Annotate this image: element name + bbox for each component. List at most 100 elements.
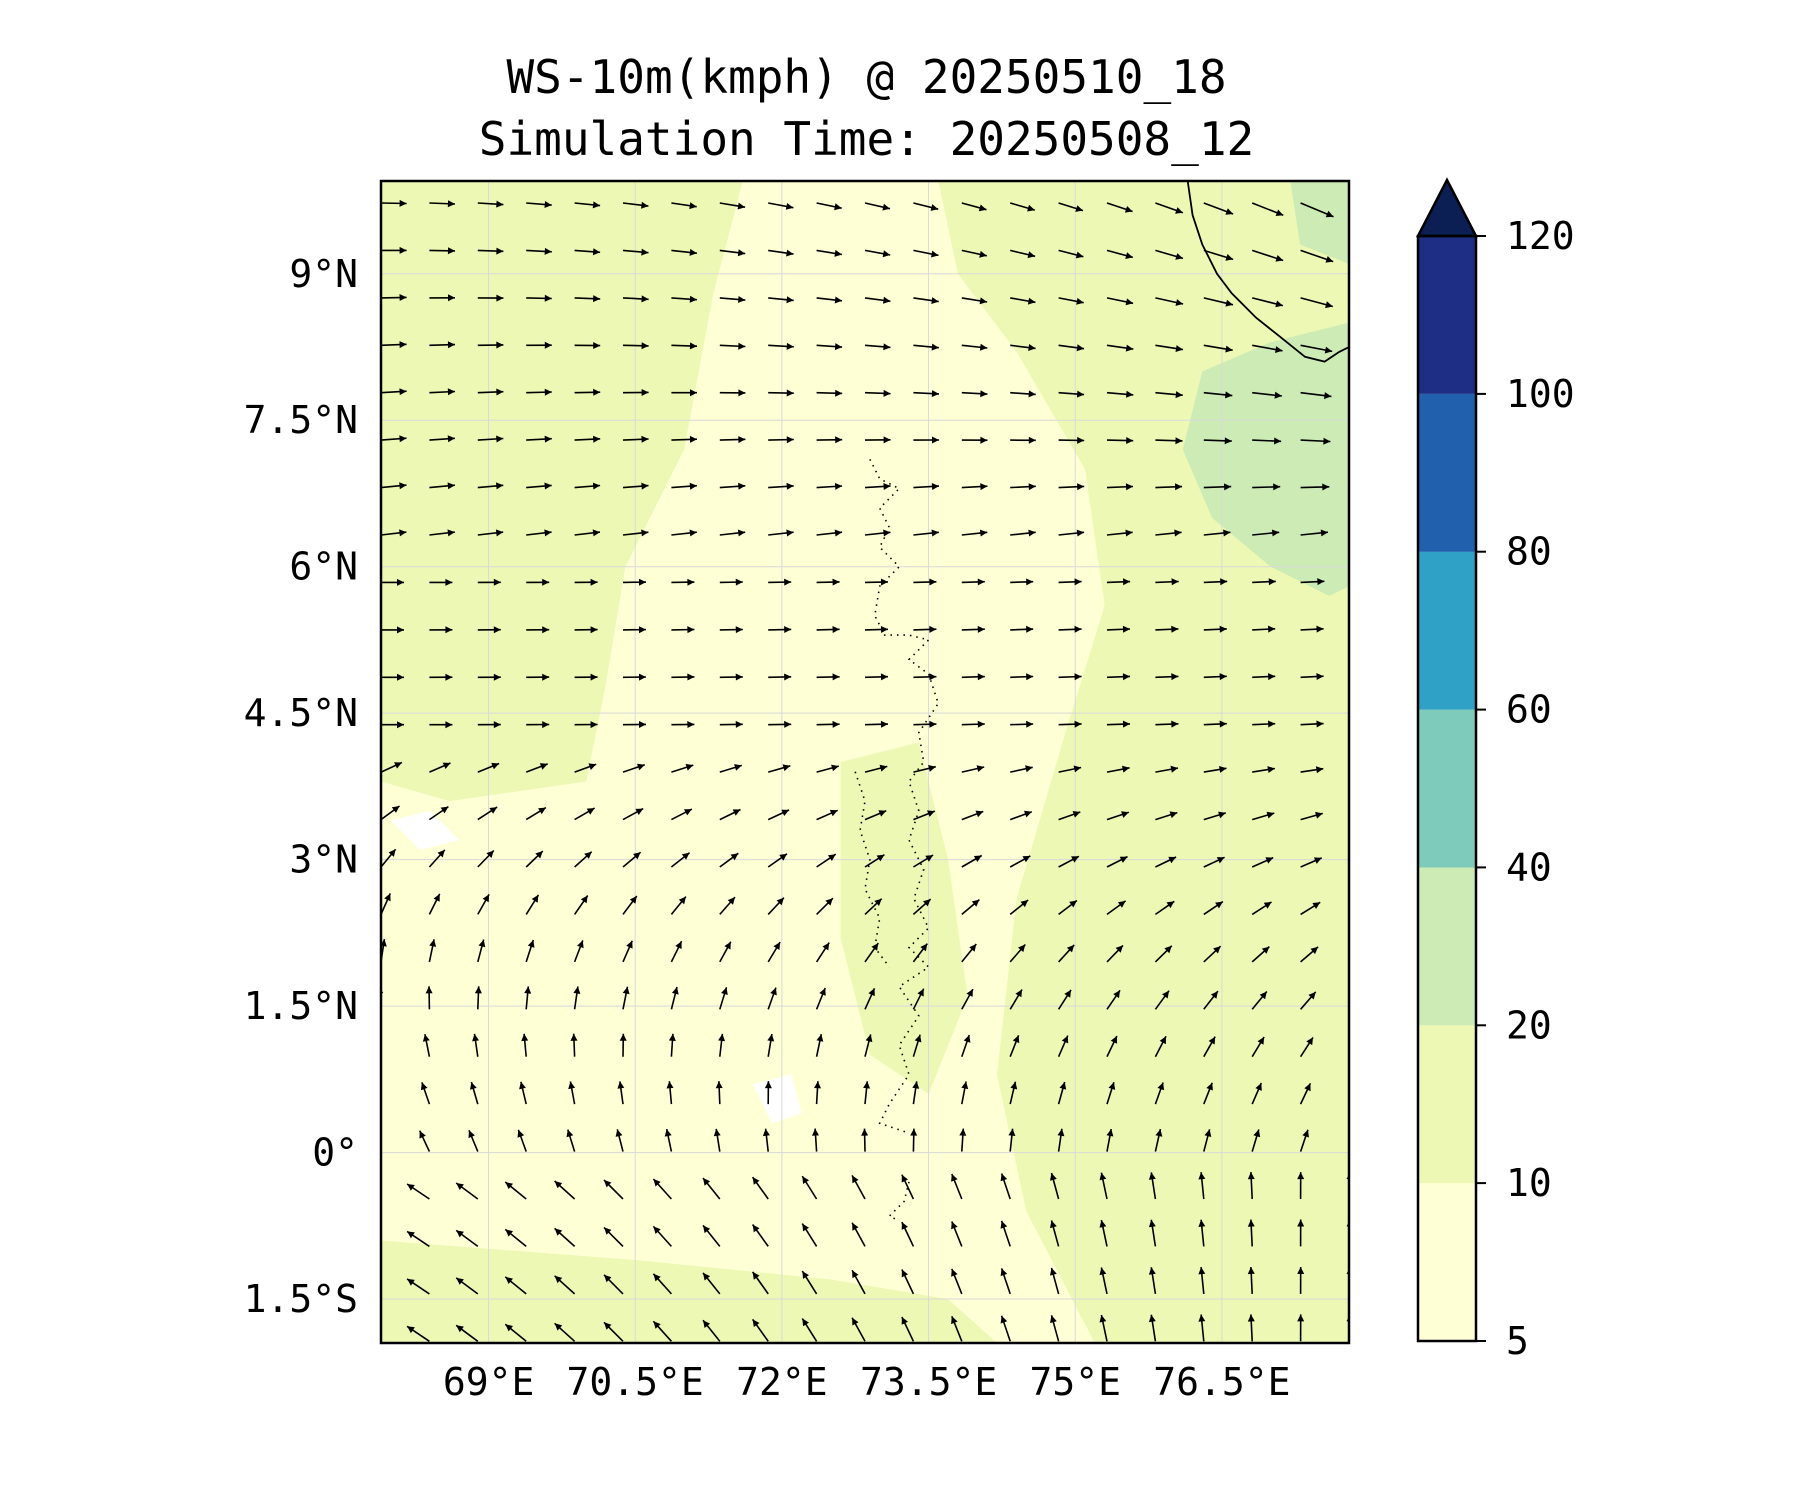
wind-arrow	[959, 1128, 967, 1152]
wind-arrow	[1148, 1314, 1157, 1342]
wind-arrow	[671, 295, 697, 303]
wind-arrow	[622, 851, 642, 868]
wind-arrow	[1155, 437, 1183, 445]
wind-arrow	[622, 295, 649, 303]
wind-arrow	[381, 1101, 382, 1105]
wind-arrow	[1106, 249, 1134, 259]
colorbar-segment	[1418, 551, 1476, 710]
wind-arrow	[864, 578, 889, 586]
colorbar-tick-label: 10	[1506, 1161, 1552, 1205]
wind-arrow	[1203, 483, 1232, 491]
wind-arrow	[429, 247, 456, 255]
wind-arrow	[912, 988, 925, 1010]
wind-arrow	[526, 247, 552, 255]
wind-arrow	[1000, 1220, 1011, 1247]
wind-arrow	[1010, 297, 1036, 305]
wind-arrow	[526, 626, 550, 634]
wind-arrow	[1252, 625, 1276, 633]
wind-arrow	[702, 1319, 721, 1342]
wind-arrow	[428, 893, 441, 915]
wind-arrow	[418, 1130, 431, 1152]
wind-arrow	[574, 673, 598, 681]
wind-arrow	[719, 249, 746, 257]
wind-arrow	[768, 296, 794, 304]
wind-arrow	[381, 761, 403, 773]
wind-arrow	[671, 202, 697, 210]
wind-arrow	[526, 578, 550, 586]
longitude-tick-labels: 69°E 70.5°E 72°E 73.5°E 75°E 76.5°E	[443, 1360, 1291, 1404]
lon-tick-label: 72°E	[736, 1360, 828, 1404]
wind-arrow	[912, 854, 934, 868]
wind-arrow	[1203, 344, 1233, 353]
wind-arrow	[768, 529, 794, 537]
colorbar-segment	[1418, 1183, 1476, 1341]
lat-tick-label: 0°	[312, 1131, 358, 1175]
lon-tick-label: 73.5°E	[860, 1360, 997, 1404]
wind-arrow	[1009, 855, 1031, 868]
wind-arrow	[1058, 578, 1082, 586]
wind-arrow	[913, 483, 940, 490]
wind-arrow	[1300, 483, 1330, 491]
wind-arrow	[719, 436, 746, 444]
wind-arrow	[406, 1278, 430, 1295]
wind-arrow	[1106, 390, 1134, 398]
wind-arrow	[1155, 765, 1179, 773]
wind-arrow	[671, 808, 693, 821]
wind-arrow	[670, 852, 690, 868]
wind-arrow	[1300, 673, 1324, 680]
wind-arrow	[622, 940, 633, 963]
wind-arrow	[702, 1272, 721, 1295]
wind-arrow	[455, 1229, 479, 1248]
wind-arrow	[719, 529, 746, 537]
wind-arrow	[381, 848, 397, 868]
wind-arrow	[525, 894, 540, 915]
patch-5-10-white-south	[752, 1074, 802, 1124]
lat-tick-label: 3°N	[289, 838, 358, 882]
wind-arrow	[603, 1179, 624, 1200]
wind-arrow	[622, 807, 644, 821]
wind-arrow	[615, 1129, 624, 1152]
wind-arrow	[1106, 437, 1134, 444]
wind-arrow	[1155, 483, 1183, 491]
wind-arrow	[671, 435, 698, 443]
wind-arrow	[381, 578, 404, 586]
wind-arrow	[429, 626, 453, 634]
wind-arrow	[751, 1224, 769, 1247]
wind-arrow	[1300, 202, 1334, 218]
wind-arrow	[474, 986, 482, 1010]
wind-arrow	[428, 805, 449, 821]
wind-arrow	[1050, 1315, 1060, 1342]
wind-arrow	[526, 482, 552, 490]
wind-arrow	[1106, 989, 1121, 1010]
wind-arrow	[801, 1318, 818, 1342]
wind-arrow	[1348, 1008, 1349, 1010]
wind-arrow	[1106, 344, 1134, 352]
wind-arrow	[1252, 483, 1281, 491]
wind-arrow	[815, 987, 826, 1010]
wind-arrow	[913, 436, 940, 444]
wind-arrow	[422, 1034, 431, 1057]
wind-arrow	[617, 1081, 625, 1105]
wind-arrow	[851, 1222, 866, 1247]
wind-arrow	[719, 808, 741, 821]
wind-arrow	[851, 1317, 866, 1342]
wind-arrow	[913, 297, 939, 304]
wind-arrow	[961, 1081, 969, 1105]
wind-arrow	[913, 673, 937, 681]
wind-arrow	[719, 626, 743, 634]
wind-arrow	[719, 296, 746, 303]
wind-arrow	[1050, 1172, 1060, 1200]
wind-arrow	[1252, 673, 1276, 681]
wind-arrow	[864, 854, 885, 868]
colorbar-tick-label: 120	[1506, 214, 1575, 258]
wind-arrow	[1203, 673, 1227, 681]
wind-arrow	[603, 1321, 624, 1342]
wind-arrow	[574, 482, 601, 490]
wind-arrow	[1058, 899, 1078, 916]
wind-arrow	[1058, 344, 1085, 352]
wind-arrow	[381, 626, 404, 634]
wind-arrow	[1251, 202, 1284, 217]
wind-arrow	[961, 249, 987, 258]
colorbar-tick-label: 60	[1506, 688, 1552, 732]
atoll-outline	[888, 1181, 910, 1222]
